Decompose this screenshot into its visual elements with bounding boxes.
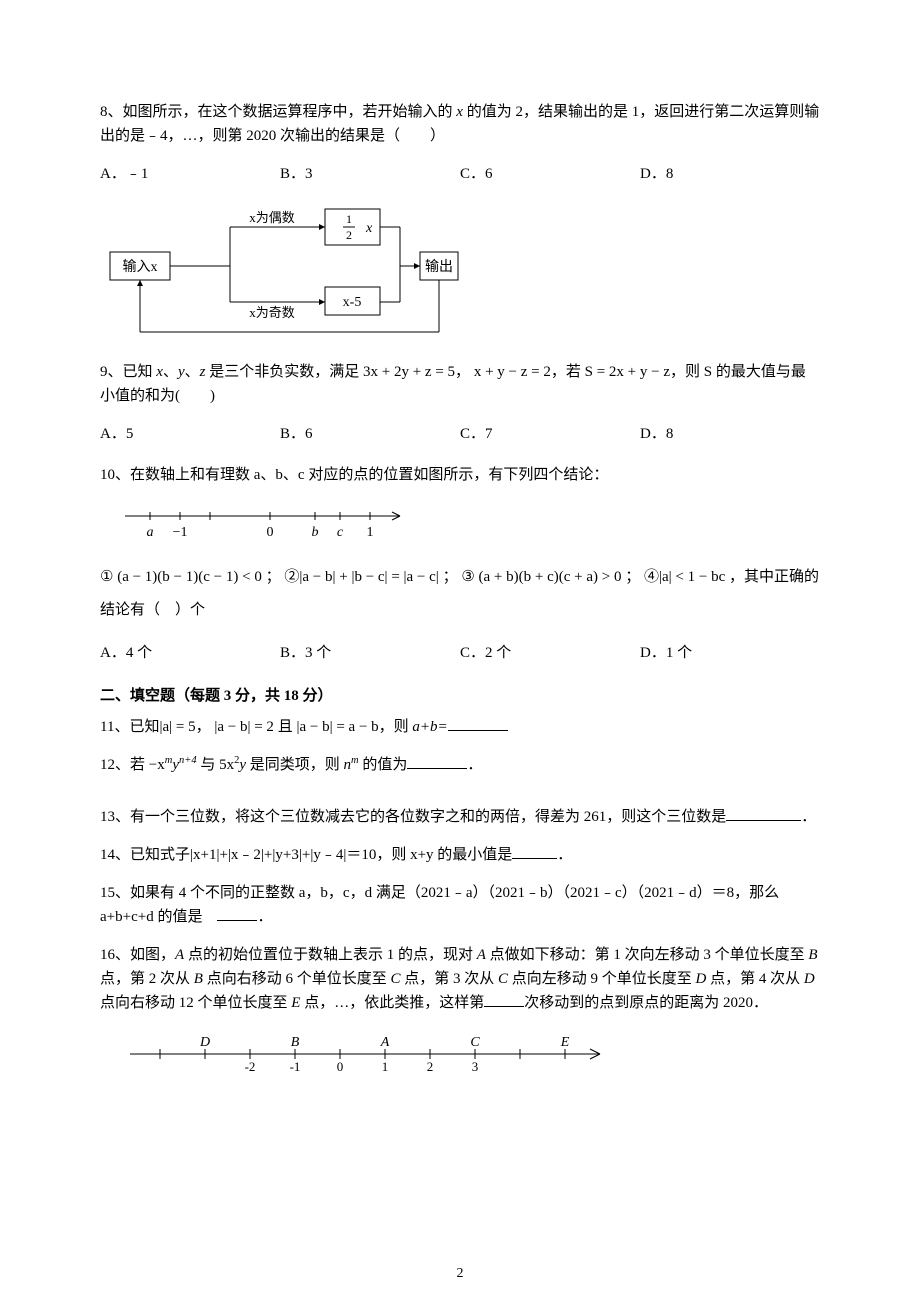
q10-s2a: ② bbox=[284, 569, 299, 585]
svg-text:2: 2 bbox=[427, 1059, 434, 1074]
q9-optC: C．7 bbox=[460, 422, 640, 443]
svg-text:A: A bbox=[380, 1035, 390, 1050]
svg-text:−1: −1 bbox=[173, 525, 188, 540]
question-9: 9、已知 x、y、z 是三个非负实数，满足 3x + 2y + z = 5， x… bbox=[100, 360, 820, 408]
q8-optA: A．﹣1 bbox=[100, 162, 280, 183]
q11-blank bbox=[448, 716, 508, 731]
question-14: 14、已知式子|x+1|+|x﹣2|+|y+3|+|y﹣4|＝10，则 x+y … bbox=[100, 843, 820, 867]
page-number: 2 bbox=[0, 1266, 920, 1282]
q10-statements: ① (a − 1)(b − 1)(c − 1) < 0 ； ②|a − b| +… bbox=[100, 561, 820, 627]
flow-even: x为偶数 bbox=[249, 210, 295, 225]
q9-t2: 是三个非负实数，满足 bbox=[209, 364, 363, 380]
q8-x: x bbox=[456, 104, 463, 120]
svg-text:1: 1 bbox=[367, 525, 374, 540]
q9-optD: D．8 bbox=[640, 422, 820, 443]
q10-options: A．4 个 B．3 个 C．2 个 D．1 个 bbox=[100, 641, 820, 662]
svg-text:B: B bbox=[291, 1035, 300, 1050]
q10-optC: C．2 个 bbox=[460, 641, 640, 662]
q9-options: A．5 B．6 C．7 D．8 bbox=[100, 422, 820, 443]
q15-blank bbox=[217, 906, 257, 921]
q10-numberline: a −1 0 b c 1 bbox=[120, 501, 820, 551]
q8-flowchart: 输入x x为偶数 1 2 x x为奇数 x-5 输 bbox=[100, 197, 820, 342]
q9-eq1: 3x + 2y + z = 5 bbox=[363, 364, 455, 380]
question-8: 8、如图所示，在这个数据运算程序中，若开始输入的 x 的值为 2，结果输出的是 … bbox=[100, 100, 820, 148]
q8-optD: D．8 bbox=[640, 162, 820, 183]
q9-optA: A．5 bbox=[100, 422, 280, 443]
q10-s2b: |a − b| + |b − c| = |a − c| bbox=[299, 569, 438, 585]
q13-blank bbox=[726, 806, 801, 821]
q16-numberline: D B A C E -2 -1 0 1 2 3 bbox=[120, 1029, 820, 1084]
q8-optC: C．6 bbox=[460, 162, 640, 183]
section-2-title: 二、填空题（每题 3 分，共 18 分） bbox=[100, 684, 820, 705]
svg-text:1: 1 bbox=[382, 1059, 389, 1074]
question-11: 11、已知|a| = 5， |a − b| = 2 且 |a − b| = a … bbox=[100, 715, 820, 739]
q10-t1: 10、在数轴上和有理数 a、b、c 对应的点的位置如图所示，有下列四个结论： bbox=[100, 467, 608, 483]
flow-half-x: x bbox=[365, 221, 373, 236]
svg-text:C: C bbox=[470, 1035, 480, 1050]
svg-text:E: E bbox=[560, 1035, 570, 1050]
q8-optB: B．3 bbox=[280, 162, 460, 183]
svg-text:a: a bbox=[147, 525, 154, 540]
q10-optA: A．4 个 bbox=[100, 641, 280, 662]
question-15: 15、如果有 4 个不同的正整数 a，b，c，d 满足（2021﹣a）（2021… bbox=[100, 881, 820, 929]
flow-half-d: 2 bbox=[346, 228, 352, 242]
svg-text:0: 0 bbox=[267, 525, 274, 540]
q10-s3: ③ (a + b)(b + c)(c + a) > 0 bbox=[461, 569, 621, 585]
svg-text:0: 0 bbox=[337, 1059, 344, 1074]
q10-s1: ① (a − 1)(b − 1)(c − 1) < 0 bbox=[100, 569, 262, 585]
q9-eq2: x + y − z = 2 bbox=[474, 364, 551, 380]
flow-input: 输入x bbox=[123, 259, 158, 275]
question-13: 13、有一个三位数，将这个三位数减去它的各位数字之和的两倍，得差为 261，则这… bbox=[100, 805, 820, 829]
q10-s4b: |a| < 1 − bc bbox=[659, 569, 725, 585]
question-12: 12、若 −xmyn+4 与 5x2y 是同类项，则 nm 的值为． bbox=[100, 753, 820, 777]
flow-minus: x-5 bbox=[343, 295, 362, 310]
q9-t1: 9、已知 bbox=[100, 364, 156, 380]
flow-output: 输出 bbox=[425, 259, 453, 275]
question-10: 10、在数轴上和有理数 a、b、c 对应的点的位置如图所示，有下列四个结论： bbox=[100, 463, 820, 487]
svg-text:3: 3 bbox=[472, 1059, 479, 1074]
flow-half-n: 1 bbox=[346, 212, 352, 226]
q16-blank bbox=[484, 992, 524, 1007]
q14-blank bbox=[512, 844, 557, 859]
svg-text:b: b bbox=[312, 525, 319, 540]
q9-t3: ，若 bbox=[551, 364, 585, 380]
question-16: 16、如图，A 点的初始位置位于数轴上表示 1 的点，现对 A 点做如下移动：第… bbox=[100, 943, 820, 1015]
q10-optB: B．3 个 bbox=[280, 641, 460, 662]
q12-blank bbox=[407, 754, 467, 769]
q9-S: S = 2x + y − z bbox=[585, 364, 670, 380]
q8-text: 8、如图所示，在这个数据运算程序中，若开始输入的 bbox=[100, 104, 456, 120]
svg-text:-2: -2 bbox=[245, 1059, 256, 1074]
flow-odd: x为奇数 bbox=[249, 305, 295, 320]
q10-optD: D．1 个 bbox=[640, 641, 820, 662]
svg-text:-1: -1 bbox=[290, 1059, 301, 1074]
q10-s4a: ④ bbox=[644, 569, 659, 585]
svg-text:c: c bbox=[337, 525, 344, 540]
svg-text:D: D bbox=[199, 1035, 210, 1050]
q9-optB: B．6 bbox=[280, 422, 460, 443]
q8-options: A．﹣1 B．3 C．6 D．8 bbox=[100, 162, 820, 183]
